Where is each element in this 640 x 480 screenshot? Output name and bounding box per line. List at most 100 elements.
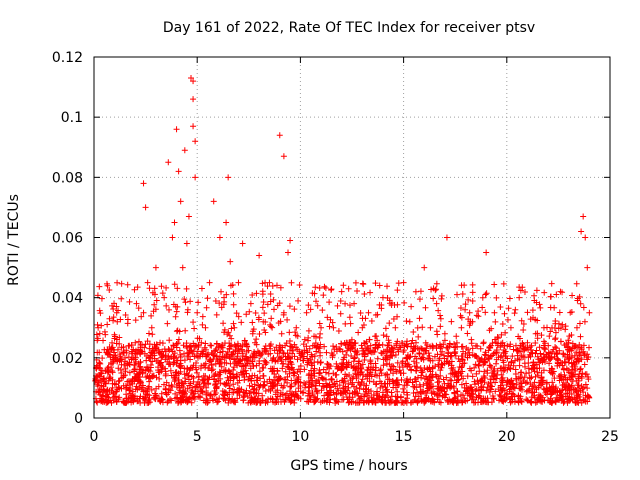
baseline-point bbox=[249, 330, 256, 337]
baseline-point bbox=[483, 387, 490, 394]
baseline-point bbox=[225, 377, 232, 384]
baseline-point bbox=[552, 335, 559, 342]
data-point bbox=[557, 288, 564, 295]
data-point bbox=[117, 366, 124, 373]
baseline-point bbox=[498, 352, 505, 359]
baseline-point bbox=[227, 360, 234, 367]
baseline-point bbox=[194, 354, 201, 361]
baseline-point bbox=[574, 394, 581, 401]
baseline-point bbox=[481, 351, 488, 358]
baseline-point bbox=[204, 351, 211, 358]
baseline-point bbox=[409, 348, 416, 355]
baseline-point bbox=[489, 340, 496, 347]
baseline-point bbox=[552, 389, 559, 396]
baseline-point bbox=[145, 330, 152, 337]
baseline-point bbox=[354, 287, 361, 294]
baseline-point bbox=[536, 301, 543, 308]
baseline-point bbox=[485, 347, 492, 354]
baseline-point bbox=[172, 375, 179, 382]
baseline-point bbox=[268, 383, 275, 390]
data-point bbox=[386, 339, 393, 346]
data-point bbox=[128, 378, 135, 385]
baseline-point bbox=[185, 353, 192, 360]
baseline-point bbox=[537, 304, 544, 311]
baseline-point bbox=[266, 376, 273, 383]
baseline-point bbox=[220, 301, 227, 308]
baseline-point bbox=[339, 360, 346, 367]
baseline-point bbox=[133, 358, 140, 365]
baseline-point bbox=[343, 364, 350, 371]
baseline-point bbox=[537, 382, 544, 389]
baseline-point bbox=[134, 284, 141, 291]
baseline-point bbox=[337, 297, 344, 304]
baseline-point bbox=[458, 363, 465, 370]
baseline-point bbox=[538, 374, 545, 381]
data-point bbox=[146, 354, 153, 361]
baseline-point bbox=[573, 349, 580, 356]
baseline-point bbox=[110, 394, 117, 401]
baseline-point bbox=[294, 356, 301, 363]
baseline-point bbox=[116, 357, 123, 364]
baseline-point bbox=[534, 396, 541, 403]
baseline-point bbox=[246, 382, 253, 389]
baseline-point bbox=[223, 360, 230, 367]
baseline-point bbox=[350, 358, 357, 365]
baseline-point bbox=[213, 353, 220, 360]
baseline-point bbox=[243, 340, 250, 347]
baseline-point bbox=[577, 352, 584, 359]
baseline-point bbox=[94, 349, 101, 356]
baseline-point bbox=[305, 334, 312, 341]
baseline-point bbox=[126, 387, 133, 394]
baseline-point bbox=[259, 288, 266, 295]
baseline-point bbox=[116, 340, 123, 347]
baseline-point bbox=[290, 372, 297, 379]
baseline-point bbox=[253, 362, 260, 369]
baseline-point bbox=[377, 366, 384, 373]
baseline-point bbox=[114, 318, 121, 325]
baseline-point bbox=[531, 392, 538, 399]
baseline-point bbox=[348, 353, 355, 360]
data-point bbox=[524, 339, 531, 346]
data-point bbox=[175, 168, 182, 175]
baseline-point bbox=[332, 372, 339, 379]
baseline-point bbox=[368, 394, 375, 401]
baseline-point bbox=[367, 358, 374, 365]
baseline-point bbox=[292, 380, 299, 387]
baseline-point bbox=[488, 383, 495, 390]
baseline-point bbox=[477, 345, 484, 352]
data-point bbox=[287, 237, 294, 244]
baseline-point bbox=[454, 291, 461, 298]
baseline-point bbox=[120, 374, 127, 381]
baseline-point bbox=[228, 335, 235, 342]
baseline-point bbox=[276, 347, 283, 354]
baseline-point bbox=[97, 310, 104, 317]
baseline-point bbox=[204, 398, 211, 405]
baseline-point bbox=[251, 348, 258, 355]
baseline-point bbox=[141, 399, 148, 406]
baseline-point bbox=[149, 331, 156, 338]
baseline-point bbox=[295, 385, 302, 392]
baseline-point bbox=[525, 387, 532, 394]
baseline-point bbox=[167, 361, 174, 368]
baseline-point bbox=[128, 350, 135, 357]
baseline-point bbox=[576, 366, 583, 373]
baseline-point bbox=[437, 312, 444, 319]
baseline-point bbox=[345, 285, 352, 292]
baseline-point bbox=[187, 343, 194, 350]
data-point bbox=[532, 330, 539, 337]
baseline-point bbox=[321, 392, 328, 399]
baseline-point bbox=[433, 391, 440, 398]
baseline-point bbox=[448, 377, 455, 384]
baseline-point bbox=[336, 345, 343, 352]
baseline-point bbox=[399, 360, 406, 367]
baseline-point bbox=[289, 350, 296, 357]
baseline-point bbox=[185, 376, 192, 383]
baseline-point bbox=[575, 358, 582, 365]
baseline-point bbox=[133, 383, 140, 390]
baseline-point bbox=[117, 316, 124, 323]
baseline-point bbox=[347, 302, 354, 309]
baseline-point bbox=[528, 366, 535, 373]
baseline-point bbox=[367, 289, 374, 296]
baseline-point bbox=[585, 353, 592, 360]
